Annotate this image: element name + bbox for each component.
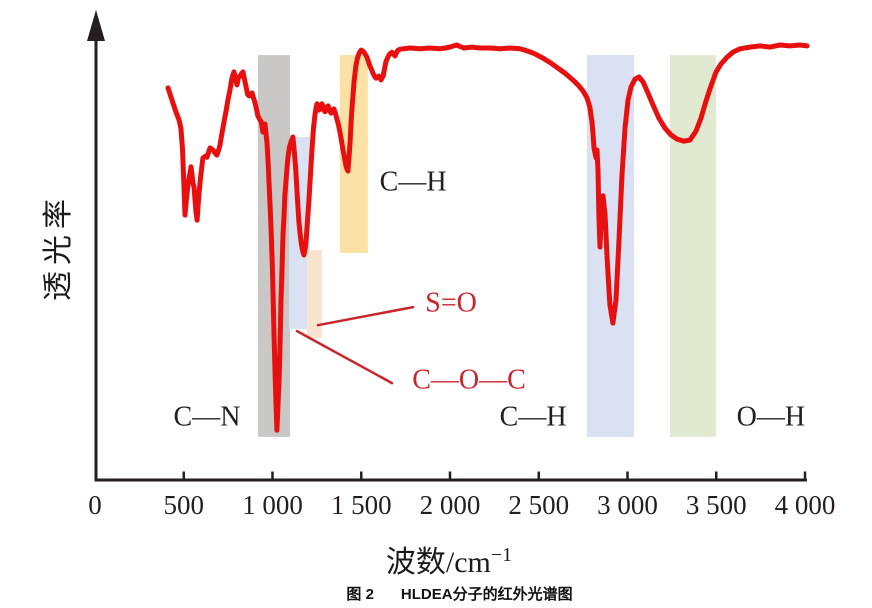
spectrum-line [165,42,810,433]
x-axis-label: 波数/cm−1 [0,537,872,581]
figure-caption-number: 图 2 [346,586,374,603]
figure-caption-text: HLDEA分子的红外光谱图 [400,586,573,603]
label-S-O: S=O [425,287,477,318]
label-O-H: O—H [737,402,805,433]
label-C-H-bend: C—H [380,167,447,198]
pointer-lines [295,305,415,385]
label-C-H-stretch: C—H [500,402,567,433]
x-axis-label-text: 波数/cm [385,546,491,579]
y-axis-label: 透光率 [42,193,75,301]
x-ticks [182,471,807,479]
label-C-N: C—N [174,402,241,433]
x-tick-labels: 0 500 1 000 1 500 2 000 2 500 3 000 3 500 4 000 [88,490,835,520]
band-S-O [306,250,322,339]
band-O-H [669,55,716,437]
axes [87,10,807,482]
spectrum-curve [165,42,810,433]
x-axis-label-exponent: −1 [490,544,513,566]
pointer-C-O-C [295,329,394,385]
x-tick-label: 0 [88,490,102,520]
x-tick-label: 500 [164,490,205,520]
x-tick-label: 3 500 [686,490,747,520]
highlight-bands [257,55,716,437]
label-C-O-C: C—O—C [412,365,526,396]
band-labels: C—N C—H S=O C—O—C C—H O—H [174,167,806,433]
x-tick-label: 1 500 [331,490,392,520]
x-tick-label: 2 000 [420,490,481,520]
x-tick-label: 1 000 [242,490,303,520]
pointer-S-O [316,305,415,327]
x-tick-label: 3 000 [597,490,658,520]
figure-caption: 图 2 HLDEA分子的红外光谱图 [0,583,872,604]
y-axis-arrowhead-icon [87,10,105,41]
x-tick-label: 2 500 [508,490,569,520]
x-tick-label: 4 000 [775,490,836,520]
